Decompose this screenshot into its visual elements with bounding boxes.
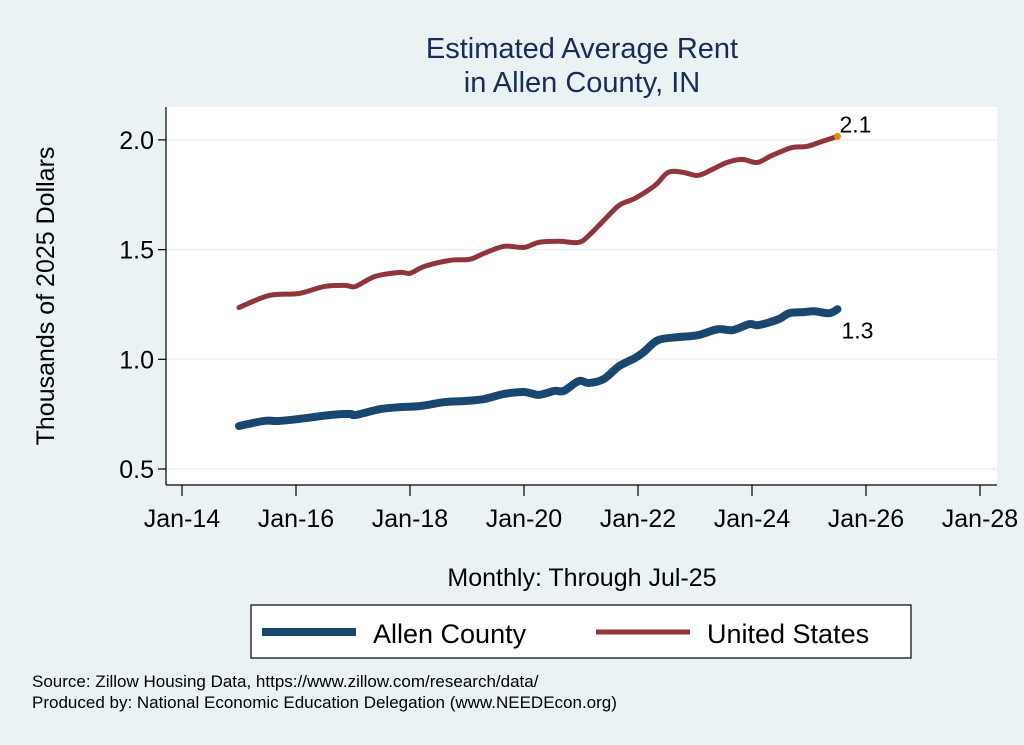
y-axis: 0.5 1.0 1.5 2.0	[119, 107, 167, 485]
y-axis-title: Thousands of 2025 Dollars	[32, 147, 60, 446]
x-tick-label: Jan-26	[828, 505, 904, 533]
legend: Allen County United States	[250, 604, 912, 659]
legend-label-allen-county: Allen County	[373, 619, 527, 649]
end-labels: 2.1 1.3	[834, 111, 873, 343]
series-line-allen-county	[235, 305, 842, 430]
y-tick-label: 2.0	[119, 127, 154, 155]
x-tick-label: Jan-20	[486, 505, 562, 533]
allen-county-end-label: 1.3	[842, 317, 874, 343]
gridlines	[166, 139, 997, 470]
x-tick-label: Jan-14	[144, 505, 221, 533]
x-axis-title: Monthly: Through Jul-25	[447, 564, 716, 592]
series-line-united-states	[236, 133, 840, 311]
producer-note: Produced by: National Economic Education…	[32, 693, 617, 712]
x-tick-label: Jan-16	[258, 505, 334, 533]
united-states-end-marker	[834, 132, 841, 140]
legend-box	[250, 604, 912, 659]
x-tick-label: Jan-18	[372, 505, 448, 533]
chart-title-line-1: Estimated Average Rent	[426, 33, 738, 65]
y-tick-label: 1.0	[119, 346, 154, 374]
series-lines	[235, 133, 842, 430]
chart-title-line-2: in Allen County, IN	[464, 67, 700, 99]
y-tick-label: 0.5	[119, 456, 154, 484]
x-tick-label: Jan-28	[942, 505, 1018, 533]
x-tick-label: Jan-24	[714, 505, 791, 533]
x-axis: Jan-14 Jan-16 Jan-18 Jan-20 Jan-22 Jan-24 Jan-…	[144, 484, 1018, 533]
united-states-end-label: 2.1	[840, 111, 872, 137]
y-tick-label: 1.5	[119, 237, 154, 265]
legend-label-united-states: United States	[707, 619, 869, 649]
x-tick-label: Jan-22	[600, 505, 676, 533]
source-note: Source: Zillow Housing Data, https://www…	[32, 672, 539, 691]
